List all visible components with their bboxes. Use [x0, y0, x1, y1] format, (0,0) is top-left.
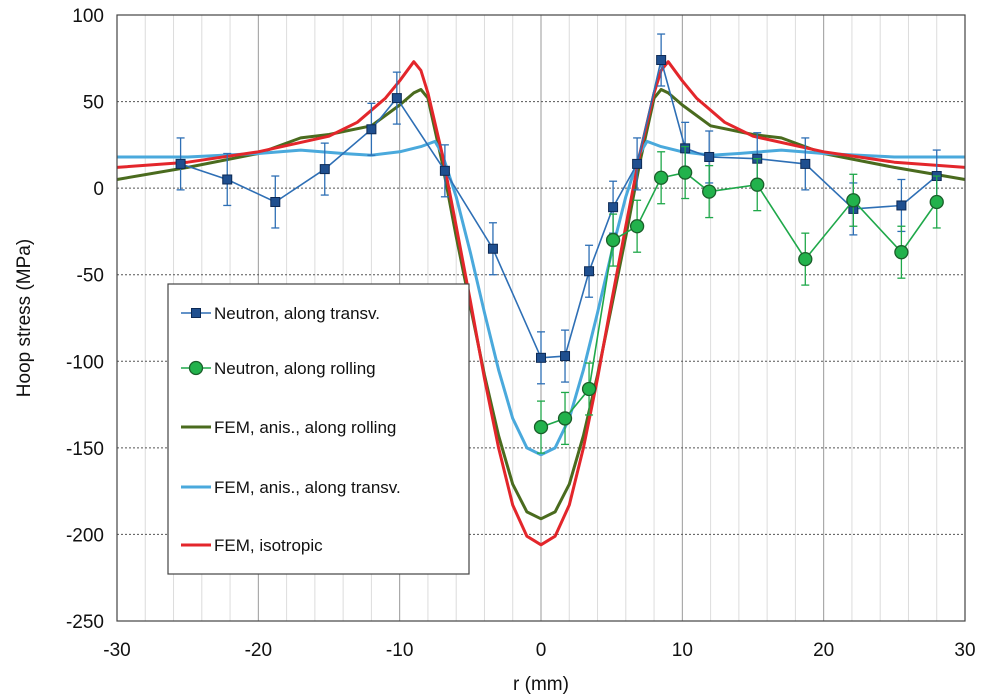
- data-point: [750, 177, 765, 192]
- legend-box: [167, 283, 470, 575]
- y-tick-label: -150: [66, 439, 104, 460]
- series-line: [116, 88, 966, 521]
- y-tick-label: -50: [77, 266, 104, 287]
- legend-label: FEM, isotropic: [214, 536, 323, 555]
- data-point: [536, 352, 546, 363]
- x-tick-label: 20: [813, 640, 834, 661]
- y-tick-label: 50: [83, 93, 104, 114]
- data-point: [800, 158, 811, 169]
- y-tick-label: -250: [66, 612, 104, 633]
- legend-entry: Neutron, along rolling: [181, 359, 376, 378]
- data-point: [557, 411, 573, 426]
- y-tick-labels: -250 -200 -150 -100 -50 0 50 100: [66, 6, 104, 633]
- data-point: [632, 158, 643, 169]
- y-tick-label: 0: [93, 179, 104, 200]
- data-point: [581, 381, 597, 397]
- data-point: [391, 93, 402, 104]
- data-point: [270, 196, 281, 207]
- y-axis-title: Hoop stress (MPa): [14, 239, 35, 397]
- y-tick-label: -200: [66, 525, 104, 546]
- y-tick-label: 100: [72, 6, 104, 27]
- data-point: [608, 202, 619, 213]
- legend-entry: FEM, isotropic: [181, 536, 323, 555]
- x-tick-labels: -30 -20 -10 0 10 20 30: [103, 640, 975, 661]
- plot-frame: [116, 14, 966, 622]
- legend-marker: [191, 308, 201, 318]
- data-point: [678, 165, 693, 180]
- data-point: [605, 232, 621, 248]
- legend-label: Neutron, along transv.: [214, 304, 380, 323]
- data-point: [584, 266, 595, 277]
- data-point: [487, 243, 498, 254]
- series-fem-isotropic: [116, 60, 966, 547]
- x-axis-title: r (mm): [513, 674, 569, 695]
- data-point: [560, 351, 571, 362]
- data-point: [929, 194, 944, 210]
- legend-label: FEM, anis., along transv.: [214, 478, 401, 497]
- series-line: [116, 60, 966, 547]
- data-point: [653, 170, 669, 185]
- legend-entry: Neutron, along transv.: [181, 304, 380, 323]
- series-neutron-along-rolling: [533, 145, 944, 454]
- x-tick-label: -20: [245, 640, 272, 661]
- x-tick-label: 10: [672, 640, 693, 661]
- legend-label: Neutron, along rolling: [214, 359, 376, 378]
- x-tick-label: -10: [386, 640, 413, 661]
- series-layer: [116, 33, 966, 547]
- legend-label: FEM, anis., along rolling: [214, 418, 396, 437]
- data-point: [319, 164, 330, 175]
- data-point: [656, 55, 667, 66]
- data-point: [846, 193, 861, 208]
- data-point: [704, 151, 715, 162]
- data-point: [439, 165, 450, 176]
- data-point: [702, 184, 717, 199]
- series-fem-anis-along-rolling: [116, 88, 966, 521]
- data-point: [366, 124, 377, 135]
- data-point: [896, 200, 907, 211]
- legend-marker: [188, 360, 204, 376]
- legend: Neutron, along transv. Neutron, along rol…: [167, 283, 470, 575]
- legend-entry: FEM, anis., along rolling: [181, 418, 396, 437]
- data-point: [222, 174, 233, 185]
- legend-entry: FEM, anis., along transv.: [181, 478, 401, 497]
- x-tick-label: 0: [536, 640, 547, 661]
- x-tick-label: -30: [103, 640, 130, 661]
- data-point: [894, 245, 909, 260]
- data-point: [533, 419, 549, 435]
- x-tick-label: 30: [954, 640, 975, 661]
- y-tick-label: -100: [66, 352, 104, 373]
- data-point: [798, 251, 813, 267]
- data-point: [175, 158, 186, 169]
- data-point: [629, 219, 645, 234]
